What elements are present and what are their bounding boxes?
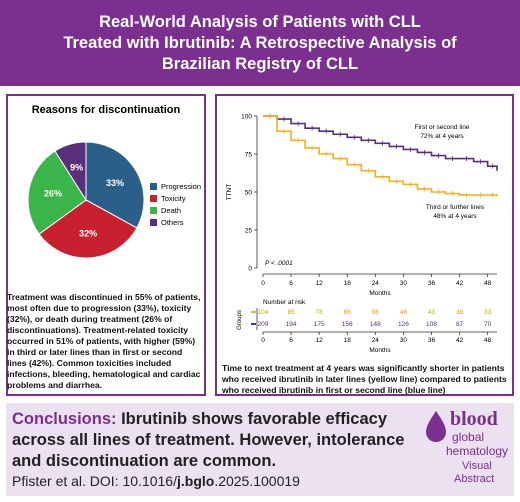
x-tick-label: 42 [456,280,464,287]
x-tick-label: 18 [344,280,352,287]
header-banner: Real-World Analysis of Patients with CLL… [0,0,520,86]
risk-count-yellow: 85 [287,309,295,316]
x-tick-label: 48 [484,280,492,287]
x-axis-label: Months [369,290,391,297]
risk-count-purple: 87 [456,321,464,328]
annotation-first-second: First or second line [415,124,470,131]
risk-count-purple: 209 [258,321,269,328]
risk-x-tick-label: 0 [261,337,265,344]
blood-drop-icon [426,411,446,442]
right-panel [215,94,514,396]
risk-x-tick-label: 30 [400,337,408,344]
conclusion-text: Conclusions: Ibrutinib shows favorable e… [12,409,412,472]
legend-label: Toxicity [161,193,186,203]
y-tick-label: 75 [245,152,253,159]
pie-label: 33% [106,178,124,188]
annotation-first-second-pct: 72% at 4 years [420,133,464,140]
pie-slice-toxicity [38,199,138,259]
risk-count-yellow: 104 [258,309,269,316]
y-axis-label: TTNT [226,184,233,201]
pie-title: Reasons for discontinuation [31,104,181,116]
risk-count-purple: 126 [398,321,409,328]
legend-label: Others [161,217,184,227]
title-line-2: Treated with Ibrutinib: A Retrospective … [63,33,457,52]
conclusion-lead: Conclusions: [12,410,117,428]
title-line-3: Brazilian Registry of CLL [161,54,359,73]
left-panel: Reasons for discontinuation [6,94,206,396]
risk-count-purple: 194 [286,321,297,328]
risk-count-purple: 156 [342,321,353,328]
citation: Pfister et al. DOI: 10.1016/j.bglo.2025.… [12,473,300,489]
legend-item-toxicity: Toxicity [150,192,201,204]
risk-count-purple: 148 [370,321,381,328]
citation-bold: j.bglo [176,473,215,489]
risk-count-yellow: 48 [400,309,408,316]
citation-text: Pfister et al. DOI: 10.1016/ [12,473,177,489]
citation-tail: .2025.100019 [214,473,300,489]
pie-label: 26% [44,189,62,199]
risk-x-tick-label: 48 [484,337,492,344]
legend-swatch [150,182,157,190]
risk-count-yellow: 36 [456,309,464,316]
pie-label: 9% [70,163,83,173]
risk-x-axis-label: Months [369,347,391,354]
logo-blood: blood [450,408,498,430]
risk-count-yellow: 43 [428,309,436,316]
legend-swatch [150,218,157,226]
x-tick-label: 0 [261,280,265,287]
km-chart: 0 25 50 75 100 0 6 12 18 24 30 36 42 48 Months TTNT Firs… [226,113,498,354]
risk-x-tick-label: 36 [428,337,436,344]
pie-legend: Progression Toxicity Death Others [150,180,201,228]
risk-count-yellow: 78 [316,309,324,316]
title-line-1: Real-World Analysis of Patients with CLL [99,12,421,31]
annotation-third-further-pct: 48% at 4 years [433,213,477,220]
pie-slice-progression [85,141,145,229]
legend-label: Death [161,205,182,215]
conclusion-body: Ibrutinib shows favorable efficacy acros… [12,410,405,470]
risk-x-tick-label: 42 [456,337,464,344]
pie-slice-death [27,150,87,235]
pie-label: 32% [79,229,97,239]
risk-count-purple: 175 [314,321,325,328]
x-tick-label: 24 [372,280,380,287]
y-tick-label: 100 [241,114,252,121]
risk-x-tick-label: 24 [372,337,380,344]
x-tick-label: 30 [400,280,408,287]
logo-hematology: hematology [446,444,509,458]
logo-abstract: Abstract [454,473,495,485]
risk-x-tick-label: 18 [344,337,352,344]
legend-swatch [150,206,157,214]
risk-x-tick-label: 6 [289,337,293,344]
x-tick-label: 6 [289,280,293,287]
risk-count-yellow: 33 [484,309,492,316]
blood-logo: blood global hematology Visual Abstract [422,408,510,492]
annotation-third-further: Third or further lines [426,204,485,211]
x-tick-label: 12 [316,280,324,287]
x-tick-label: 36 [428,280,436,287]
logo-global: global [452,430,485,444]
series-line-third-further [263,115,498,197]
ttnt-summary: Time to next treatment at 4 years was si… [222,363,507,395]
y-tick-label: 0 [248,266,252,273]
pie-slice-others [54,141,87,202]
y-tick-label: 25 [245,228,253,235]
risk-x-tick-label: 12 [316,337,324,344]
risk-count-yellow: 56 [372,309,380,316]
conclusion-box: Conclusions: Ibrutinib shows favorable e… [6,403,514,496]
risk-table-axis-label: Groups [237,310,243,330]
legend-swatch [150,194,157,202]
legend-item-progression: Progression [150,180,201,192]
discontinuation-summary: Treatment was discontinued in 55% of pat… [7,292,201,390]
pie-chart: 33% 32% 26% 9% [27,141,145,259]
risk-count-yellow: 66 [344,309,352,316]
legend-item-others: Others [150,216,201,228]
y-tick-label: 50 [245,190,253,197]
legend-item-death: Death [150,204,201,216]
risk-table-title: Number at risk [263,299,306,306]
logo-visual: Visual [462,460,492,472]
risk-count-purple: 70 [484,321,492,328]
risk-count-purple: 108 [426,321,437,328]
legend-label: Progression [161,181,202,191]
p-value: P < .0001 [265,260,293,267]
